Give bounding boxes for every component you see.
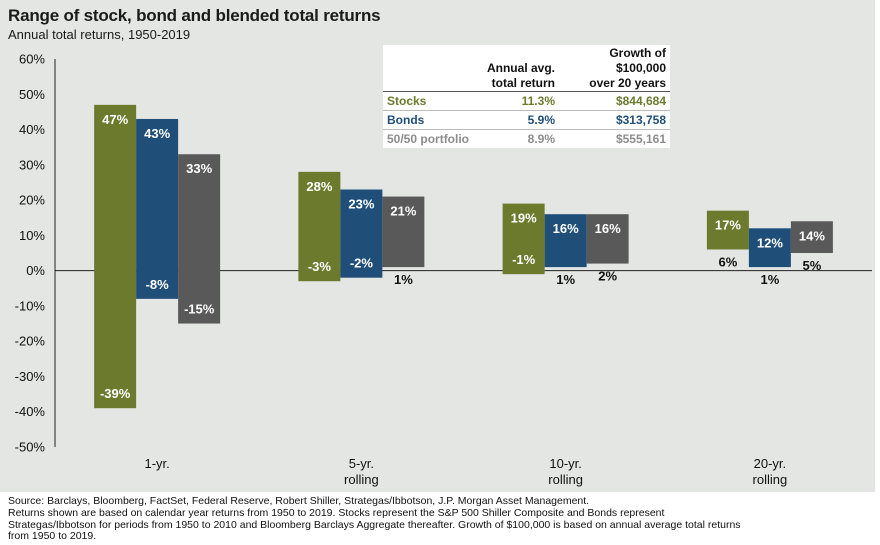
bar-portfolio-3	[790, 221, 833, 253]
bar-stocks-2	[502, 203, 545, 275]
chart-subtitle: Annual total returns, 1950-2019	[8, 27, 191, 42]
data-label-max: 16%	[595, 221, 621, 236]
data-label-max: 21%	[390, 204, 416, 219]
table-header-growth-line1: Growth of $100,000	[609, 46, 666, 75]
data-label-min: 6%	[718, 254, 737, 269]
data-label-max: 16%	[553, 221, 579, 236]
footnote: Source: Barclays, Bloomberg, FactSet, Fe…	[8, 495, 748, 543]
table-row: Stocks 11.3% $844,684	[383, 91, 670, 111]
data-label-min: -1%	[512, 252, 536, 267]
data-label-max: 33%	[186, 161, 212, 176]
row-avg: 11.3%	[481, 91, 559, 111]
data-label-min: 1%	[760, 272, 779, 287]
data-label-min: 1%	[556, 272, 575, 287]
data-label-max: 12%	[757, 235, 783, 250]
row-growth: $313,758	[559, 110, 670, 130]
table-header-name	[383, 45, 481, 92]
y-tick-label: 60%	[19, 52, 45, 67]
y-tick-label: -10%	[15, 298, 46, 313]
category-label: rolling	[344, 472, 379, 487]
data-label-min: -2%	[350, 256, 374, 271]
data-label-max: 47%	[102, 112, 128, 127]
row-name: Bonds	[383, 110, 481, 130]
data-label-min: 1%	[394, 272, 413, 287]
category-label: rolling	[548, 472, 583, 487]
y-tick-label: -30%	[15, 369, 46, 384]
bar-portfolio-2	[586, 214, 629, 264]
row-name: 50/50 portfolio	[387, 132, 470, 146]
returns-summary-table: Annual avg. total return Growth of $100,…	[383, 45, 670, 148]
bar-portfolio-0	[178, 154, 221, 324]
data-label-max: 28%	[306, 179, 332, 194]
bar-bonds-2	[544, 214, 587, 268]
y-tick-label: 20%	[19, 193, 45, 208]
category-label: 1-yr.	[144, 456, 169, 471]
bar-bonds-1	[340, 189, 383, 278]
row-avg: 8.9%	[527, 132, 555, 146]
bar-stocks-1	[298, 171, 341, 282]
data-label-max: 19%	[511, 211, 537, 226]
y-tick-label: -20%	[15, 334, 46, 349]
data-label-min: -15%	[184, 302, 215, 317]
y-tick-label: 10%	[19, 228, 45, 243]
bar-bonds-0	[136, 118, 179, 299]
bar-stocks-0	[94, 104, 137, 409]
bars	[94, 104, 833, 409]
bar-bonds-3	[748, 228, 791, 268]
category-labels: 1-yr. 5-yr.rolling10-yr.rolling20-yr.roll…	[144, 456, 787, 487]
y-tick-label: 0%	[26, 263, 45, 278]
y-tick-label: 50%	[19, 87, 45, 102]
chart-title: Range of stock, bond and blended total r…	[8, 6, 381, 25]
table-header-avg: Annual avg. total return	[481, 45, 559, 92]
data-label-min: -3%	[308, 259, 332, 274]
y-tick-label: 40%	[19, 122, 45, 137]
footnote-note: Returns shown are based on calendar year…	[8, 506, 741, 543]
y-axis: -50% -40% -30% -20% -10% 0% 10% 20% 30% 40% 50% 60%	[15, 52, 872, 455]
y-tick-label: -40%	[15, 404, 46, 419]
bar-stocks-3	[706, 210, 749, 250]
table-row: Bonds 5.9% $313,758	[383, 110, 670, 130]
row-avg: 5.9%	[481, 110, 559, 130]
data-label-max: 23%	[348, 197, 374, 212]
row-name: Stocks	[383, 91, 481, 111]
data-label-min: 2%	[598, 269, 617, 284]
category-label: 5-yr.	[349, 456, 374, 471]
table-header-avg-line1: Annual avg.	[486, 61, 555, 75]
y-tick-label: 30%	[19, 157, 45, 172]
table-header-growth-line2: over 20 years	[589, 76, 666, 90]
data-label-max: 14%	[799, 228, 825, 243]
category-label: rolling	[753, 472, 788, 487]
table-header-row: Annual avg. total return Growth of $100,…	[383, 45, 670, 92]
table-row: 50/50 portfolio 8.9% $555,161	[383, 130, 670, 149]
row-growth: $844,684	[559, 91, 670, 111]
table-header-growth: Growth of $100,000 over 20 years	[559, 45, 670, 92]
row-growth: $555,161	[615, 132, 666, 146]
bar-portfolio-1	[382, 196, 425, 268]
category-label: 10-yr.	[549, 456, 582, 471]
bar-chart: -50% -40% -30% -20% -10% 0% 10% 20% 30% 40% 50% 60%…	[15, 52, 872, 487]
data-labels: 47% -39% 43% -8% 33% -15% 28% -3% 23% -2% 21% 1% 19%…	[100, 112, 825, 401]
data-label-min: -39%	[100, 386, 131, 401]
data-label-min: 5%	[802, 258, 821, 273]
data-label-min: -8%	[146, 277, 170, 292]
y-tick-label: -50%	[15, 440, 46, 455]
table-header-avg-line2: total return	[491, 76, 555, 90]
category-label: 20-yr.	[754, 456, 787, 471]
data-label-max: 17%	[715, 218, 741, 233]
footnote-source: Source: Barclays, Bloomberg, FactSet, Fe…	[8, 495, 590, 507]
data-label-max: 43%	[144, 126, 170, 141]
